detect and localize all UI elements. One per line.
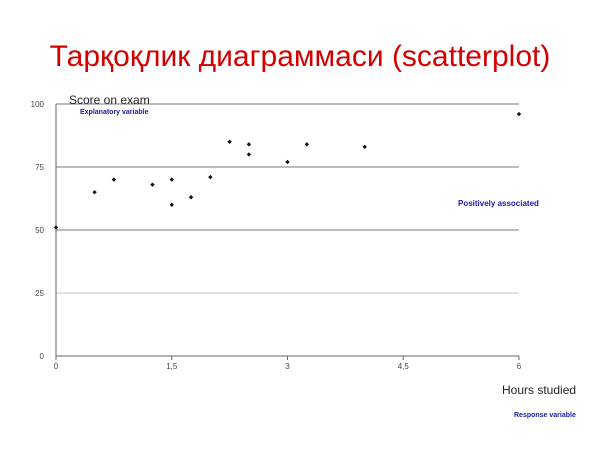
data-point <box>53 225 59 230</box>
data-point <box>169 202 174 207</box>
data-point <box>92 190 97 195</box>
x-tick-label: 6 <box>517 362 522 371</box>
gridlines <box>56 103 519 294</box>
x-axis-label: Hours studied <box>502 383 576 397</box>
data-point <box>150 182 155 187</box>
x-tick-label: 4,5 <box>398 362 410 371</box>
data-point <box>246 152 252 157</box>
data-point <box>188 195 194 200</box>
axes <box>55 104 520 360</box>
data-point <box>285 159 290 165</box>
data-point <box>169 177 174 182</box>
response-variable-label: Response variable <box>514 412 576 419</box>
x-tick-label: 3 <box>285 362 290 371</box>
y-tick-label: 75 <box>35 163 44 172</box>
data-point <box>111 177 117 182</box>
y-tick-labels: 0 25 50 75 100 <box>31 100 45 361</box>
data-point <box>227 139 232 144</box>
slide-title: Тарқоқлик диаграммаси (scatterplot) <box>49 40 551 73</box>
data-point <box>362 144 367 150</box>
explanatory-variable-label: Explanatory variable <box>80 109 149 116</box>
data-point <box>516 111 522 117</box>
data-point <box>208 174 213 180</box>
data-points <box>53 111 522 230</box>
y-axis-label: Score on exam <box>69 93 150 107</box>
y-tick-label: 0 <box>40 352 45 361</box>
x-tick-label: 0 <box>54 362 59 371</box>
y-tick-label: 50 <box>35 226 44 235</box>
data-point <box>246 142 252 147</box>
x-tick-labels: 0 1,5 3 4,5 6 <box>54 362 522 371</box>
x-tick-label: 1,5 <box>166 362 178 371</box>
positively-associated-label: Positively associated <box>458 199 539 208</box>
y-tick-label: 25 <box>35 289 44 298</box>
data-point <box>304 142 309 147</box>
y-tick-label: 100 <box>31 100 45 109</box>
